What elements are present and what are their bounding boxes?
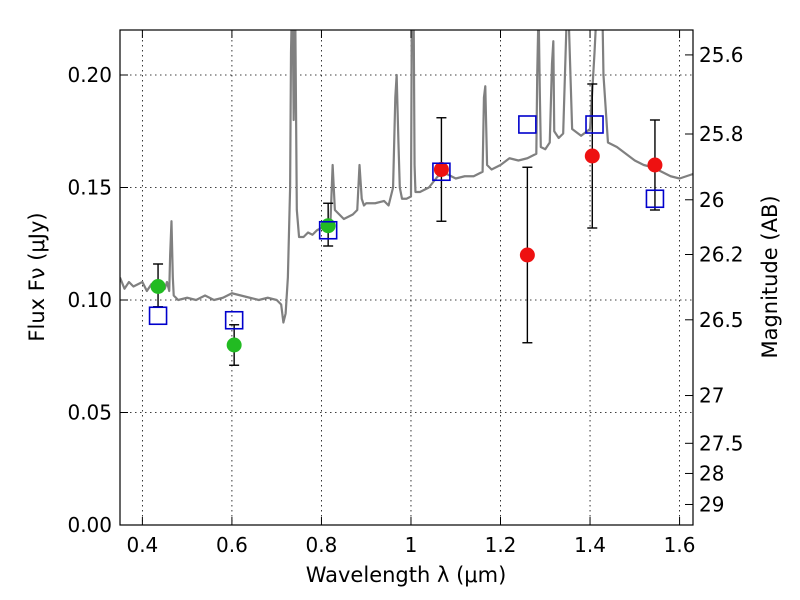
mag-tick-label: 25.8 xyxy=(699,122,744,146)
data-point-square xyxy=(432,162,451,182)
tick-labels-layer: 0.4 0.6 0.8 1 1.2 1.4 1.6 0.00 0.05 0.10 0.15 0.20 2… xyxy=(67,43,743,557)
data-point-square xyxy=(645,189,665,209)
model-spectrum-line xyxy=(120,30,693,324)
mag-tick-label: 26.2 xyxy=(699,242,744,266)
x-tick-label: 1.6 xyxy=(664,533,696,557)
x-tick-label: 1.4 xyxy=(574,533,606,557)
mag-tick-label: 26.5 xyxy=(699,308,744,332)
y-axis-title: Flux Fν (μJy) xyxy=(25,212,49,341)
y-axis-right-title: Magnitude (AB) xyxy=(758,195,782,358)
plot-background xyxy=(120,30,693,525)
y-tick-label: 0.05 xyxy=(67,401,112,425)
data-point-square xyxy=(224,310,244,330)
x-tick-label: 0.4 xyxy=(126,533,158,557)
mag-tick-label: 28 xyxy=(699,461,724,485)
ticks-layer xyxy=(120,30,693,526)
x-tick-label: 0.8 xyxy=(306,533,338,557)
data-point-circle xyxy=(320,218,336,234)
data-point-square xyxy=(518,115,537,134)
data-point-circle xyxy=(519,247,535,263)
x-axis-title: Wavelength λ (μm) xyxy=(306,563,507,587)
y-tick-label: 0.00 xyxy=(67,513,112,537)
mag-tick-label: 27 xyxy=(699,384,724,408)
data-point-circle xyxy=(584,148,600,164)
y-tick-label: 0.20 xyxy=(67,63,112,87)
plot-frame xyxy=(119,29,694,526)
data-point-circle xyxy=(433,162,449,177)
model-spectrum-layer xyxy=(120,30,693,324)
data-point-square xyxy=(585,115,604,134)
data-point-square xyxy=(318,220,338,240)
x-tick-label: 1.2 xyxy=(485,533,517,557)
data-point-circle xyxy=(647,157,663,173)
mag-tick-label: 25.6 xyxy=(699,43,744,67)
mag-tick-label: 27.5 xyxy=(699,431,744,455)
y-tick-label: 0.15 xyxy=(67,176,112,200)
x-tick-label: 0.6 xyxy=(216,533,248,557)
mag-tick-label: 26 xyxy=(699,188,724,212)
y-tick-label: 0.10 xyxy=(67,288,112,312)
x-tick-label: 1 xyxy=(405,533,418,557)
data-point-square xyxy=(148,306,168,326)
data-point-circle xyxy=(150,279,166,294)
points-layer xyxy=(148,115,665,353)
mag-tick-label: 29 xyxy=(699,492,724,516)
data-point-circle xyxy=(226,337,242,353)
